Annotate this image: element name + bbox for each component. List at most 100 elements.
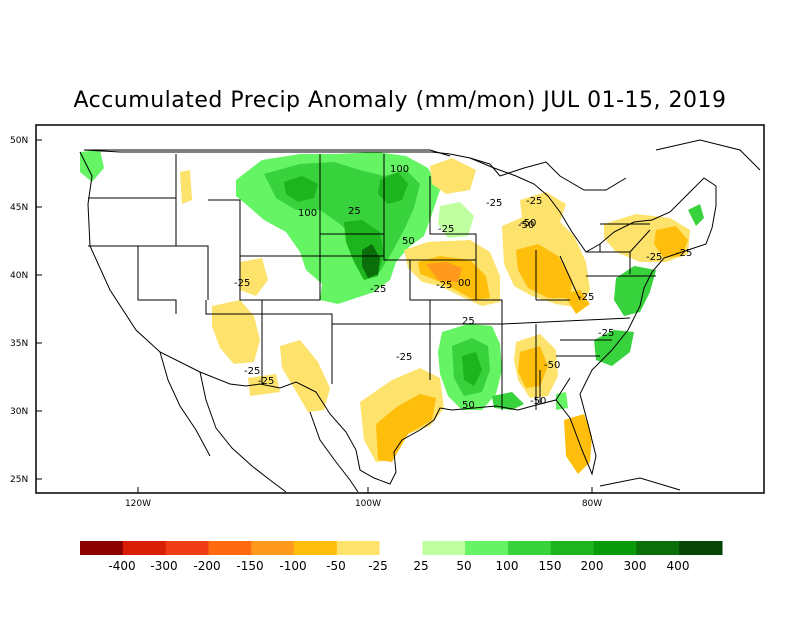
dry-region-in-oh-core (516, 244, 572, 298)
green-region-al (492, 392, 524, 410)
dry-region-florida (564, 414, 592, 474)
legend-label: -50 (326, 559, 346, 573)
green-region-pacific-nw (80, 150, 104, 182)
contour-label: -25 (436, 280, 452, 291)
legend-label: 300 (624, 559, 647, 573)
map-frame (35, 124, 765, 494)
us-outline (79, 149, 717, 485)
state-lines-west (88, 154, 384, 384)
contour-label: -50 (544, 360, 560, 371)
legend-label: -100 (279, 559, 306, 573)
legend-color-box (508, 541, 552, 555)
contour-label: -25 (676, 248, 692, 259)
contour-label: -25 (438, 224, 454, 235)
legend-label: 150 (539, 559, 562, 573)
lon-label: 80W (582, 499, 602, 509)
anomaly-fills (80, 150, 704, 474)
legend-color-boxes (80, 541, 723, 555)
state-lines-east (501, 223, 656, 404)
dry-region-nm-ut (240, 258, 268, 296)
dry-region-southwest-az (212, 300, 260, 364)
lat-label: 40N (10, 271, 28, 281)
contour-label: -25 (244, 366, 260, 377)
legend-color-box (550, 541, 595, 555)
legend-label: -150 (236, 559, 263, 573)
dry-region-upper-midwest (430, 158, 476, 194)
lon-label: 120W (125, 499, 151, 509)
legend-label: 25 (413, 559, 428, 573)
contour-label: 50 (462, 400, 475, 411)
contour-label: -50 (530, 396, 546, 407)
contour-label: -25 (486, 198, 502, 209)
canada-border (84, 149, 451, 157)
contour-label: -25 (598, 328, 614, 339)
contour-label: 100 (298, 208, 317, 219)
contour-label: 100 (390, 164, 409, 175)
lon-label: 100W (355, 499, 381, 509)
legend-color-box (122, 541, 167, 555)
legend-label: -400 (108, 559, 135, 573)
contour-label: -25 (258, 376, 274, 387)
legend-label: -200 (193, 559, 220, 573)
legend-label: -300 (150, 559, 177, 573)
contour-label: 00 (458, 278, 471, 289)
legend-color-box (251, 541, 295, 555)
green-region-new-england (688, 204, 704, 226)
state-lines-central (320, 154, 537, 410)
contour-label: -50 (518, 220, 534, 231)
map-title: Accumulated Precip Anomaly (mm/mon) JUL … (73, 88, 727, 113)
axis-ticks (36, 139, 593, 493)
contour-label: -25 (396, 352, 412, 363)
legend-color-box (465, 541, 509, 555)
dry-region-ks-peak (426, 262, 462, 282)
contour-label: -50 (520, 218, 536, 229)
lat-label: 25N (10, 475, 28, 485)
lat-label: 35N (10, 339, 28, 349)
legend-label: 50 (456, 559, 471, 573)
dry-region-mt-west (180, 170, 192, 204)
legend-label: -25 (368, 559, 388, 573)
baja (159, 351, 211, 457)
legend-color-box (679, 541, 723, 555)
contour-label: -25 (370, 284, 386, 295)
green-region-wi (438, 202, 474, 238)
contour-label: -25 (646, 252, 662, 263)
legend-color-box (208, 541, 252, 555)
dry-region-ny-core (654, 226, 688, 258)
legend-color-box (165, 541, 209, 555)
legend-color-box (593, 541, 637, 555)
legend-color-box (294, 541, 338, 555)
mexico-coast (199, 371, 359, 493)
contour-labels: 100 100 25 -25 -50 -25 -25 50 -25 00 -25… (234, 164, 692, 411)
green-region-montana-core (284, 176, 318, 202)
legend-label: 100 (496, 559, 519, 573)
green-region-mid-atlantic (614, 266, 656, 316)
legend-color-box (636, 541, 680, 555)
green-region-nebraska-peak (362, 244, 380, 278)
contour-label: 25 (462, 316, 475, 327)
canada-lakes (469, 139, 761, 191)
longitude-labels: 120W 100W 80W (125, 499, 602, 509)
legend-color-box (379, 541, 423, 555)
legend-color-box (422, 541, 466, 555)
legend-label: 400 (667, 559, 690, 573)
green-region-ms-inner (462, 352, 482, 386)
contour-label: 50 (402, 236, 415, 247)
legend-color-box (80, 541, 124, 555)
contour-label: -25 (526, 196, 542, 207)
latitude-labels: 50N 45N 40N 35N 30N 25N (10, 136, 28, 485)
lat-label: 30N (10, 407, 28, 417)
green-region-sd-core (378, 172, 408, 204)
contour-label: -25 (234, 278, 250, 289)
contour-label: 25 (348, 206, 361, 217)
boundaries (79, 139, 761, 493)
cuba (599, 477, 681, 491)
lat-label: 45N (10, 203, 28, 213)
dry-region-sc (564, 290, 590, 314)
legend-label: 200 (581, 559, 604, 573)
dry-region-mi (520, 192, 566, 228)
green-region-fl-panhandle (556, 392, 568, 410)
legend-color-box (336, 541, 381, 555)
lat-label: 50N (10, 136, 28, 146)
